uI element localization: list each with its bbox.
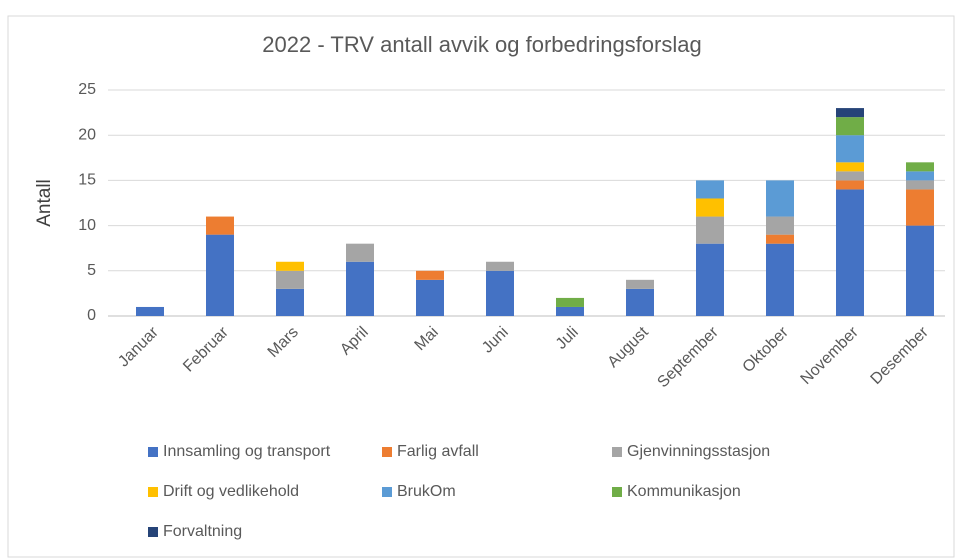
bar-segment	[906, 189, 934, 226]
bar-segment	[906, 180, 934, 190]
bar-segment	[346, 261, 374, 316]
bar-segment	[556, 306, 584, 316]
chart-border	[7, 15, 955, 558]
bar-segment	[696, 180, 724, 199]
bar-segment	[346, 243, 374, 262]
bar-segment	[906, 162, 934, 172]
chart-title: 2022 - TRV antall avvik og forbedringsfo…	[262, 32, 701, 57]
y-tick-label: 10	[78, 217, 96, 234]
bar-segment	[486, 270, 514, 316]
bar-segment	[836, 180, 864, 190]
legend-label: BrukOm	[397, 483, 456, 500]
y-tick-label: 0	[87, 307, 96, 324]
legend-label: Drift og vedlikehold	[163, 483, 299, 500]
legend-swatch	[612, 487, 622, 497]
legend-swatch	[382, 447, 392, 457]
legend-swatch	[382, 487, 392, 497]
bar-segment	[766, 234, 794, 244]
bar-segment	[836, 171, 864, 181]
legend-label: Kommunikasjon	[627, 483, 741, 500]
bar-segment	[766, 243, 794, 316]
bar-segment	[836, 135, 864, 163]
bar-segment	[626, 279, 654, 289]
bar-segment	[696, 198, 724, 217]
bar-segment	[276, 270, 304, 289]
bar-segment	[766, 180, 794, 217]
legend-swatch	[148, 527, 158, 537]
y-tick-label: 25	[78, 81, 96, 98]
bar-segment	[206, 234, 234, 316]
bar-segment	[276, 261, 304, 271]
bar-segment	[696, 216, 724, 244]
bar-segment	[626, 288, 654, 316]
bar-segment	[836, 117, 864, 136]
bar-segment	[836, 189, 864, 316]
y-tick-label: 5	[87, 262, 96, 279]
legend-swatch	[148, 487, 158, 497]
legend-swatch	[148, 447, 158, 457]
y-axis-label: Antall	[34, 179, 55, 227]
bar-segment	[276, 288, 304, 316]
bar-segment	[836, 162, 864, 172]
legend-label: Innsamling og transport	[163, 443, 331, 460]
bar-segment	[696, 243, 724, 316]
legend-label: Forvaltning	[163, 523, 242, 540]
legend-swatch	[612, 447, 622, 457]
legend-label: Gjenvinningsstasjon	[627, 443, 770, 460]
y-tick-label: 20	[78, 126, 96, 143]
bar-segment	[906, 171, 934, 181]
bar-segment	[416, 270, 444, 280]
bar-segment	[906, 225, 934, 316]
bar-segment	[136, 306, 164, 316]
legend-label: Farlig avfall	[397, 443, 479, 460]
bar-segment	[836, 108, 864, 118]
bar-segment	[766, 216, 794, 235]
y-tick-label: 15	[78, 172, 96, 189]
bar-segment	[206, 216, 234, 235]
bar-segment	[486, 261, 514, 271]
bar-segment	[416, 279, 444, 316]
bar-segment	[556, 297, 584, 307]
